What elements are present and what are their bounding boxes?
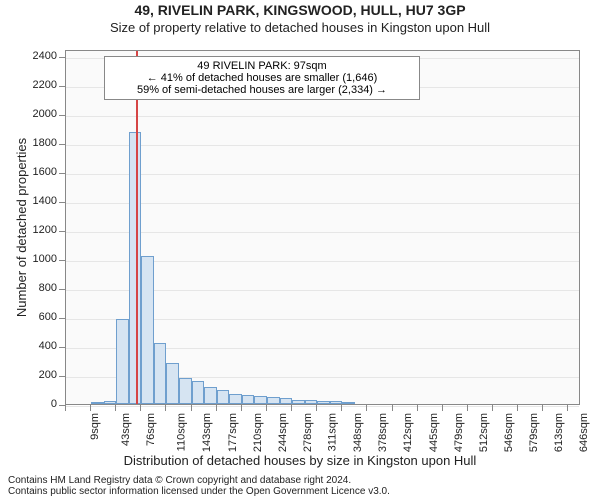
x-tick-label: 445sqm [428, 413, 440, 452]
infobox-line: 59% of semi-detached houses are larger (… [111, 84, 413, 96]
x-tick-label: 348sqm [352, 413, 364, 452]
x-tick-label: 9sqm [89, 413, 101, 440]
y-tick-label: 400 [23, 340, 57, 352]
infobox-line: ← 41% of detached houses are smaller (1,… [111, 72, 413, 84]
x-tick [316, 405, 317, 411]
x-tick [266, 405, 267, 411]
y-tick [59, 376, 65, 377]
y-tick-label: 2200 [23, 79, 57, 91]
y-tick-label: 1800 [23, 137, 57, 149]
x-tick [542, 405, 543, 411]
x-tick-label: 210sqm [252, 413, 264, 452]
y-tick-label: 200 [23, 369, 57, 381]
y-tick-label: 1000 [23, 253, 57, 265]
x-tick-label: 143sqm [202, 413, 214, 452]
y-tick-label: 1400 [23, 195, 57, 207]
attribution-line: Contains HM Land Registry data © Crown c… [8, 475, 600, 486]
y-tick-label: 2000 [23, 108, 57, 120]
page-title: 49, RIVELIN PARK, KINGSWOOD, HULL, HU7 3… [0, 2, 600, 18]
y-tick [59, 289, 65, 290]
y-tick-label: 2400 [23, 50, 57, 62]
x-tick-label: 546sqm [503, 413, 515, 452]
x-tick-label: 512sqm [478, 413, 490, 452]
x-tick [366, 405, 367, 411]
x-tick-label: 278sqm [302, 413, 314, 452]
y-tick [59, 347, 65, 348]
x-tick [492, 405, 493, 411]
x-tick [442, 405, 443, 411]
y-tick-label: 600 [23, 311, 57, 323]
y-tick [59, 173, 65, 174]
y-tick [59, 202, 65, 203]
x-tick [241, 405, 242, 411]
x-tick [291, 405, 292, 411]
chart-plot-area: 49 RIVELIN PARK: 97sqm← 41% of detached … [65, 50, 580, 405]
infobox-line: 49 RIVELIN PARK: 97sqm [111, 60, 413, 72]
property-infobox: 49 RIVELIN PARK: 97sqm← 41% of detached … [104, 56, 420, 100]
gridline [66, 406, 579, 407]
x-tick [517, 405, 518, 411]
y-tick [59, 231, 65, 232]
x-tick-label: 76sqm [145, 413, 157, 446]
x-tick-label: 378sqm [377, 413, 389, 452]
attribution-line: Contains public sector information licen… [8, 486, 600, 497]
x-tick-label: 43sqm [120, 413, 132, 446]
attribution-text: Contains HM Land Registry data © Crown c… [0, 471, 600, 501]
y-tick [59, 115, 65, 116]
x-tick [165, 405, 166, 411]
x-tick [417, 405, 418, 411]
x-tick-label: 613sqm [553, 413, 565, 452]
y-tick [59, 86, 65, 87]
x-tick-label: 177sqm [227, 413, 239, 452]
y-tick-label: 0 [23, 398, 57, 410]
x-tick-label: 110sqm [176, 413, 188, 451]
page-subtitle: Size of property relative to detached ho… [0, 20, 600, 35]
x-tick [216, 405, 217, 411]
x-tick-label: 479sqm [453, 413, 465, 452]
x-tick [65, 405, 66, 411]
x-tick-label: 579sqm [528, 413, 540, 452]
chart-overlay: 49 RIVELIN PARK: 97sqm← 41% of detached … [66, 51, 579, 404]
y-tick [59, 260, 65, 261]
x-tick [191, 405, 192, 411]
x-tick-label: 311sqm [326, 413, 338, 451]
y-tick [59, 318, 65, 319]
x-tick-label: 244sqm [277, 413, 289, 452]
x-axis-label: Distribution of detached houses by size … [0, 453, 600, 468]
reference-line [136, 51, 138, 404]
x-tick-label: 646sqm [578, 413, 590, 452]
x-tick [115, 405, 116, 411]
y-tick [59, 57, 65, 58]
x-tick-label: 412sqm [403, 413, 415, 452]
x-tick [140, 405, 141, 411]
y-tick-label: 1200 [23, 224, 57, 236]
x-tick [341, 405, 342, 411]
x-tick [90, 405, 91, 411]
y-tick [59, 144, 65, 145]
x-tick [467, 405, 468, 411]
x-tick [567, 405, 568, 411]
y-tick-label: 1600 [23, 166, 57, 178]
x-tick [392, 405, 393, 411]
y-tick-label: 800 [23, 282, 57, 294]
